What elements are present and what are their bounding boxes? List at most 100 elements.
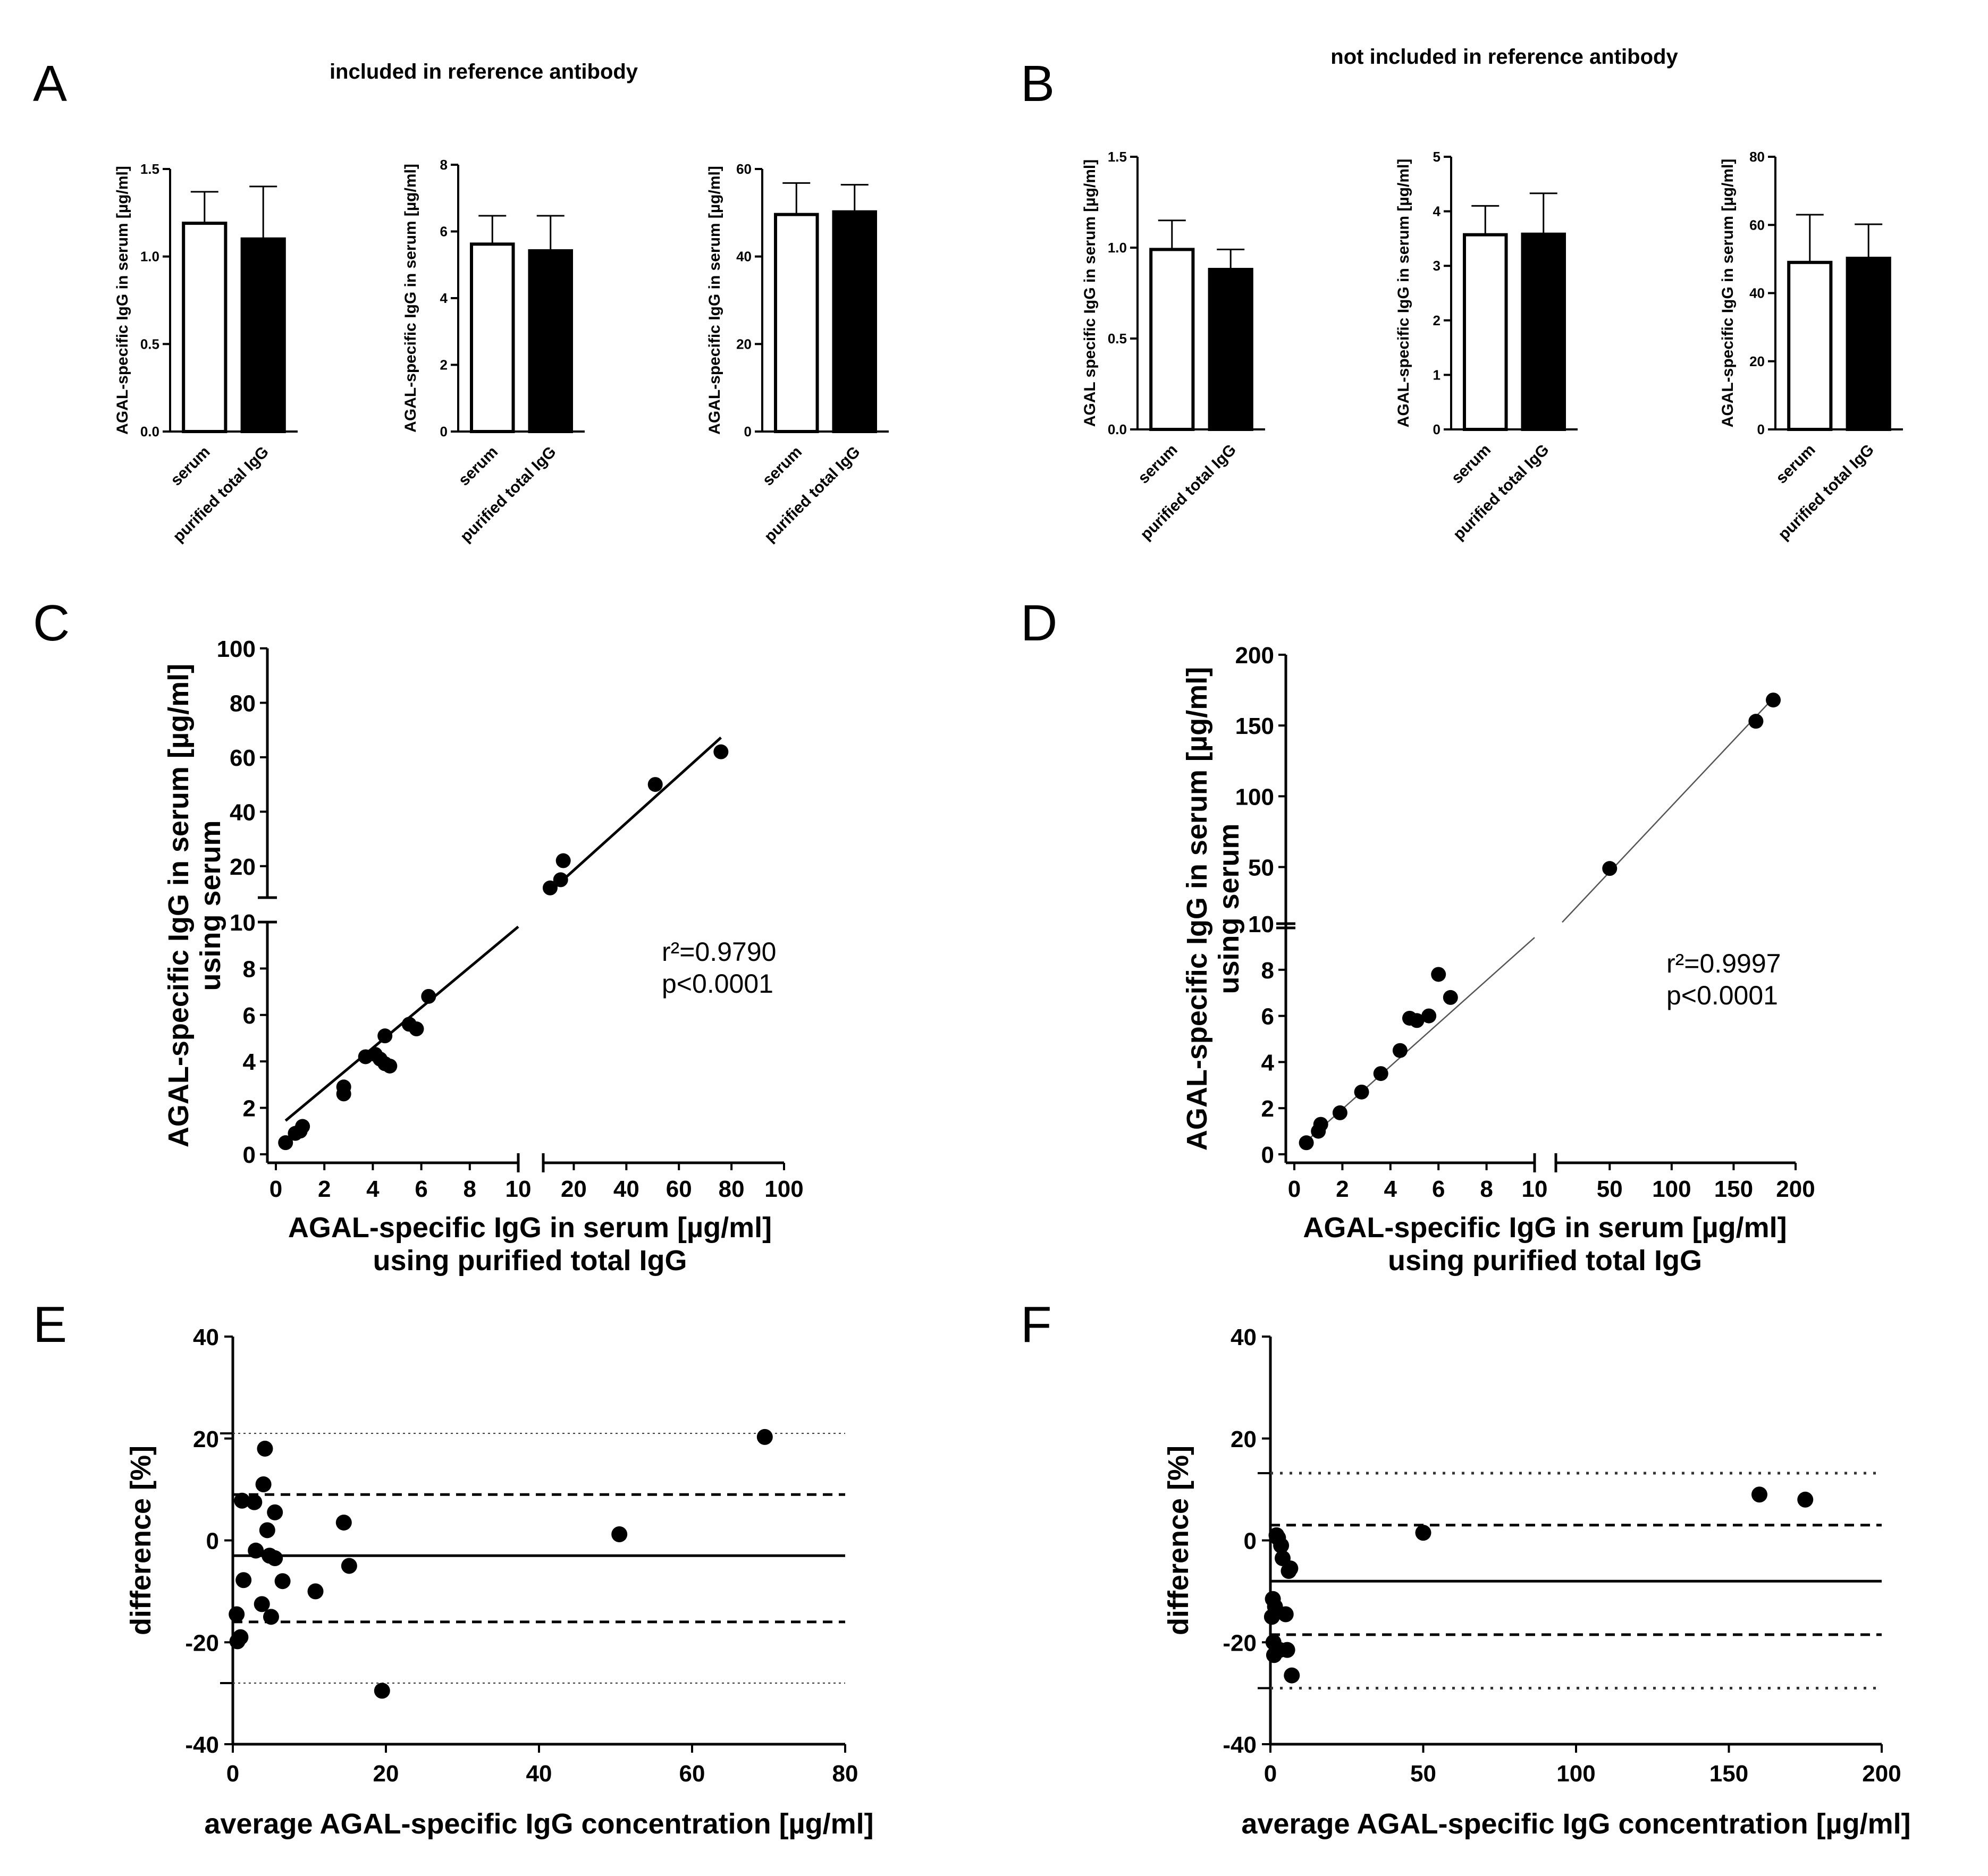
y-tick-label: 2 — [1261, 1096, 1274, 1122]
data-point — [421, 988, 436, 1004]
data-point — [267, 1504, 283, 1520]
group-title-b: not included in reference antibody — [1330, 45, 1678, 69]
y-axis-subtitle: using serum — [195, 820, 226, 991]
x-tick-label: 50 — [1410, 1761, 1436, 1787]
data-point — [246, 1494, 263, 1510]
correlation-chart-c: 0 2 4 6 8 10 20 40 60 80 100 0 2 4 6 8 10 20 40 60 80 100 r²=0… — [163, 636, 804, 1277]
panel-letter-a: A — [33, 55, 67, 112]
y-axis-title: difference [%] — [1163, 1446, 1194, 1635]
bar-serum — [182, 222, 228, 433]
regression-line-high — [550, 737, 722, 892]
data-point — [229, 1606, 245, 1623]
panel-letter-d: D — [1021, 595, 1057, 652]
data-point — [274, 1573, 291, 1590]
y-tick-label: 40 — [1231, 1324, 1257, 1350]
data-point — [611, 1526, 628, 1542]
x-tick-label: 150 — [1709, 1761, 1748, 1787]
data-point — [1373, 1066, 1388, 1081]
y-tick-label: 0.5 — [1108, 331, 1127, 347]
y-tick-label: 40 — [193, 1324, 219, 1350]
data-point — [1273, 1537, 1290, 1554]
panel-letter-c: C — [33, 595, 70, 652]
x-axis-title: average AGAL-specific IgG concentration … — [204, 1808, 873, 1840]
y-tick-label: 6 — [243, 1003, 256, 1029]
x-tick-label: 4 — [1384, 1176, 1397, 1202]
y-tick-label: 4 — [1261, 1050, 1275, 1076]
y-tick-label: 10 — [230, 910, 256, 936]
y-tick-label: 100 — [217, 636, 256, 662]
panel-letter-f: F — [1021, 1296, 1052, 1353]
y-axis-title: AGAL-specific IgG in serum [µg/ml] — [706, 166, 723, 435]
data-point — [1443, 990, 1458, 1005]
bar-purified-total-igg — [832, 210, 878, 433]
y-tick-label: 0 — [440, 424, 448, 440]
x-tick-label: 0 — [226, 1761, 239, 1787]
x-category-label: serum — [1773, 441, 1819, 487]
data-point — [1421, 1008, 1437, 1024]
group-titles: included in reference antibody not inclu… — [330, 45, 1679, 83]
bar-purified-total-igg — [1846, 257, 1891, 431]
data-point — [647, 777, 663, 792]
data-point — [1284, 1667, 1300, 1684]
y-tick-label: 100 — [1235, 784, 1274, 810]
y-tick-label: 2 — [243, 1096, 256, 1122]
data-point — [1431, 967, 1446, 982]
x-tick-label: 100 — [764, 1176, 803, 1202]
x-tick-label: 60 — [679, 1761, 705, 1787]
data-point — [234, 1492, 250, 1509]
data-point — [341, 1558, 357, 1574]
x-tick-label: 8 — [464, 1176, 476, 1202]
r-squared-label: r²=0.9790 — [662, 937, 776, 967]
y-tick-label: 200 — [1235, 643, 1274, 669]
x-tick-label: 100 — [1556, 1761, 1595, 1787]
y-tick-label: 0 — [1261, 1142, 1274, 1168]
r-squared-label: r²=0.9997 — [1666, 949, 1781, 978]
y-tick-label: 1.0 — [140, 249, 159, 265]
y-tick-label: 60 — [1749, 217, 1765, 233]
data-point — [267, 1550, 283, 1567]
x-tick-label: 80 — [719, 1176, 745, 1202]
x-tick-label: 100 — [1652, 1176, 1691, 1202]
data-point — [713, 744, 729, 759]
bar-purified-total-igg — [1208, 268, 1253, 431]
y-tick-label: 1 — [1433, 367, 1441, 383]
data-point — [377, 1028, 393, 1044]
data-point — [1279, 1642, 1295, 1658]
x-tick-label: 0 — [269, 1176, 282, 1202]
y-tick-label: 8 — [440, 157, 448, 173]
x-category-label: serum — [759, 443, 805, 489]
y-tick-label: 5 — [1433, 149, 1441, 165]
data-point — [542, 880, 558, 895]
y-tick-label: 20 — [193, 1426, 219, 1452]
panel-letter-e: E — [33, 1296, 67, 1353]
y-tick-label: 4 — [1433, 204, 1441, 219]
x-tick-label: 2 — [1336, 1176, 1349, 1202]
panel-letter-b: B — [1021, 55, 1055, 112]
y-axis-title: AGAL-specific IgG in serum [µg/ml] — [1719, 159, 1737, 428]
y-tick-label: 4 — [440, 290, 448, 306]
data-point — [1797, 1491, 1814, 1508]
y-tick-label: 0 — [1433, 421, 1441, 437]
data-point — [1354, 1084, 1369, 1100]
data-point — [1299, 1135, 1314, 1151]
difference-chart-e: 0 20 40 60 80 -40 -20 0 20 40 average AGAL-specifi… — [125, 1324, 874, 1840]
y-tick-label: 0.0 — [1108, 421, 1127, 437]
data-point — [555, 853, 571, 868]
data-point — [259, 1522, 275, 1539]
y-tick-label: 60 — [230, 745, 256, 771]
x-category-label: serum — [167, 443, 214, 489]
y-tick-label: -20 — [1223, 1630, 1257, 1656]
data-point — [307, 1583, 324, 1600]
y-tick-label: 4 — [243, 1049, 256, 1075]
bar-serum — [1787, 260, 1833, 431]
y-tick-label: 40 — [736, 249, 752, 265]
data-point — [257, 1440, 273, 1457]
x-tick-label: 80 — [832, 1761, 858, 1787]
y-tick-label: 0 — [744, 424, 752, 440]
bar-serum — [469, 242, 515, 433]
data-point — [553, 872, 568, 888]
